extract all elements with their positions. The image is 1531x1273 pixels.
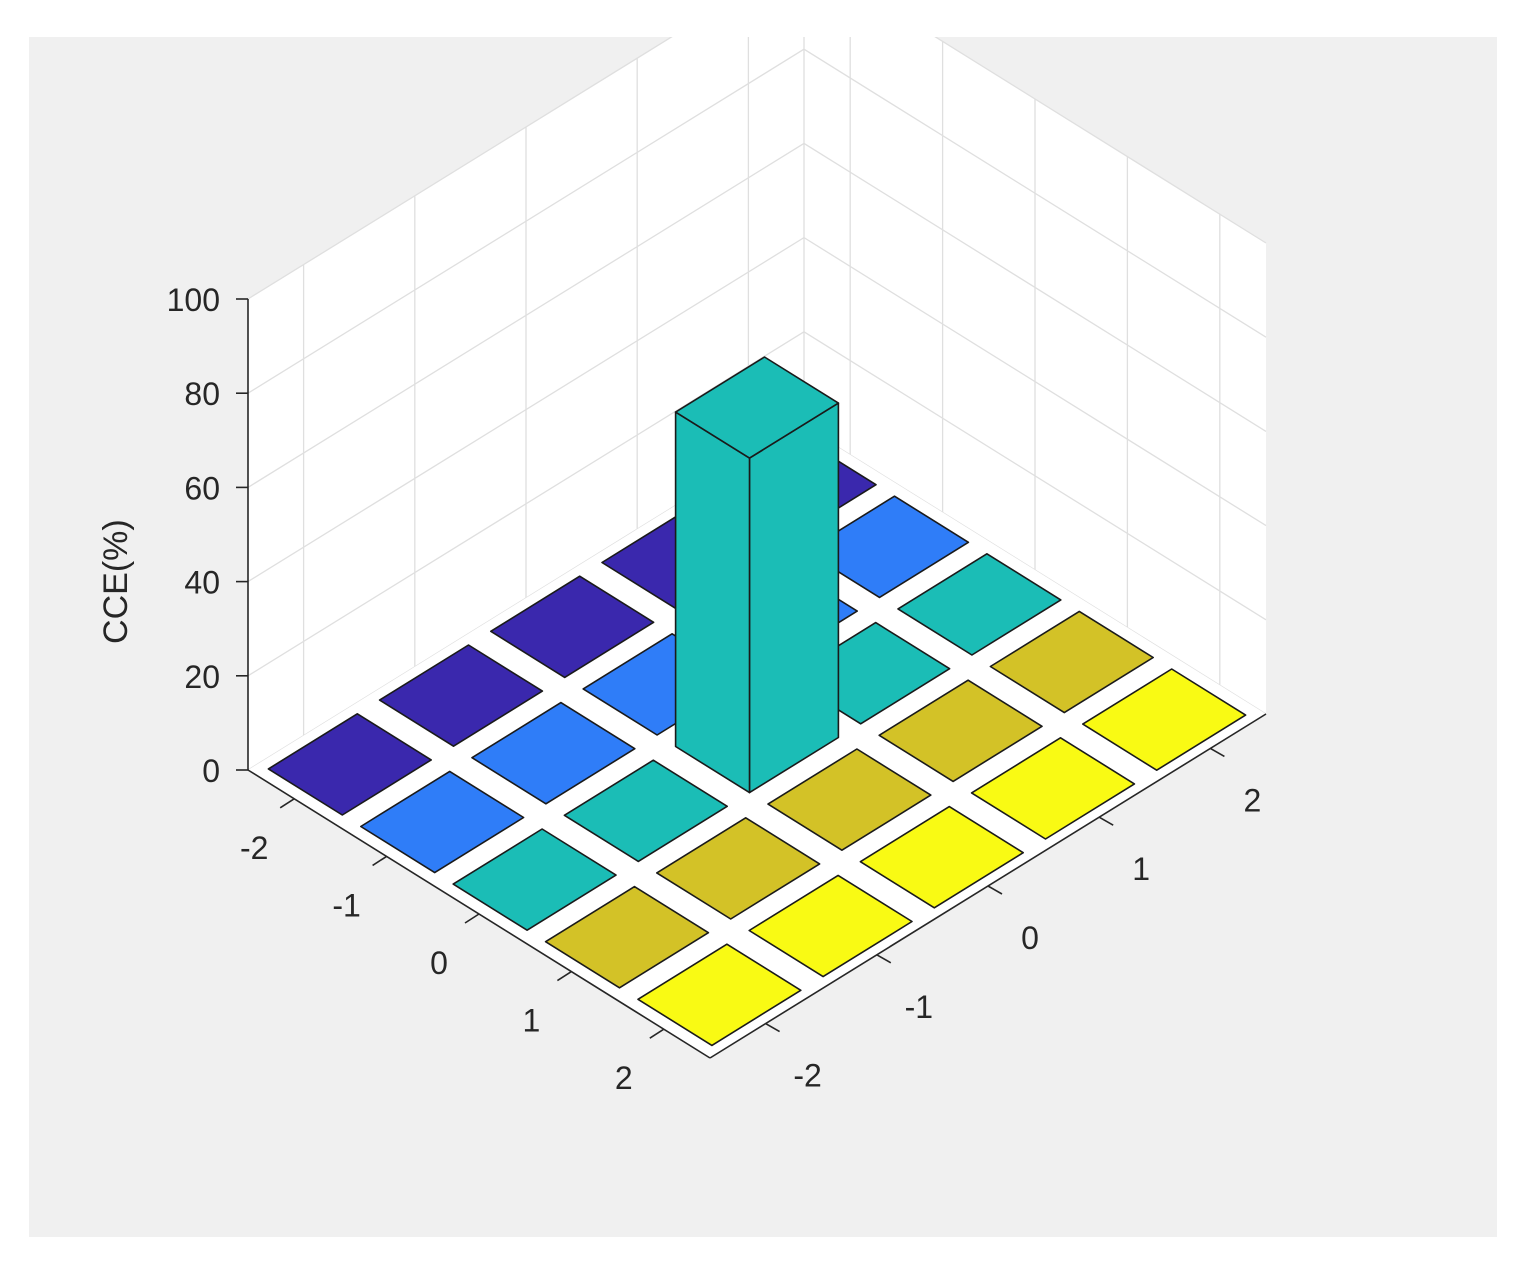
bar--1--1 xyxy=(471,701,636,805)
x-tick-mark xyxy=(372,855,388,867)
bar3d-chart: 0 20 40 60 80 100 -2 -1 0 1 2 -2 -1 0 1 2 CCE(%) xyxy=(97,37,1267,1096)
axis-lines xyxy=(236,298,1267,1059)
y-tick-label: 1 xyxy=(1132,851,1150,887)
bar-top xyxy=(878,679,1043,783)
bar-top xyxy=(897,552,1062,656)
bar-top xyxy=(674,356,840,459)
bars xyxy=(267,356,1247,1047)
y-tick-mark xyxy=(1098,816,1114,826)
bar-1-2 xyxy=(989,610,1154,714)
bar-2--2 xyxy=(637,943,802,1047)
bar-top xyxy=(489,575,655,679)
bar-side-front-right xyxy=(748,402,840,794)
z-tick-label: 60 xyxy=(184,470,220,506)
bar-top xyxy=(378,644,544,748)
x-tick-label: -1 xyxy=(332,887,360,923)
bar--2-0 xyxy=(489,575,655,679)
bar-1-1 xyxy=(878,679,1043,783)
y-tick-label: 0 xyxy=(1021,920,1039,956)
x-tick-label: 2 xyxy=(615,1060,633,1096)
z-tick-label: 100 xyxy=(167,282,220,318)
y-tick-mark xyxy=(987,885,1003,895)
bar-top xyxy=(544,885,710,989)
y-tick-label: -1 xyxy=(905,989,933,1025)
bar-0--2 xyxy=(452,828,617,932)
z-axis-label: CCE(%) xyxy=(97,519,135,644)
z-tick-label: 40 xyxy=(184,565,220,601)
bar--2--1 xyxy=(378,644,544,748)
bar-2-0 xyxy=(859,805,1025,909)
y-tick-label: -2 xyxy=(793,1058,821,1094)
bar-top xyxy=(767,748,932,852)
bar--1-2 xyxy=(804,495,970,599)
bar-2-1 xyxy=(970,736,1136,840)
y-tick-mark xyxy=(876,954,892,964)
bar-1--2 xyxy=(544,885,710,989)
bar--1--2 xyxy=(359,770,525,874)
bar-top xyxy=(359,770,525,874)
bar-top xyxy=(804,495,970,599)
x-tick-mark xyxy=(464,913,480,924)
bar-top xyxy=(748,874,913,978)
bar-top xyxy=(267,712,433,816)
z-tick-label: 0 xyxy=(202,753,220,789)
bar-2--1 xyxy=(748,874,913,978)
bar-top xyxy=(637,943,802,1047)
x-tick-label: -2 xyxy=(240,830,268,866)
bar-1-0 xyxy=(767,748,932,852)
bar-top xyxy=(970,736,1136,840)
figure-panel: 0 20 40 60 80 100 -2 -1 0 1 2 -2 -1 0 1 2 CCE(%) xyxy=(29,37,1497,1237)
z-tick-label: 20 xyxy=(184,659,220,695)
bar-top xyxy=(563,759,729,863)
bar-1--1 xyxy=(655,816,821,920)
bar-0--1 xyxy=(563,759,729,863)
bar-top xyxy=(471,701,636,805)
bar--2--2 xyxy=(267,712,433,816)
x-tick-label: 1 xyxy=(523,1003,541,1039)
bar-2-2 xyxy=(1082,668,1247,772)
y-tick-mark xyxy=(765,1022,780,1033)
bar-top xyxy=(452,828,617,932)
y-tick-mark xyxy=(1210,747,1225,758)
z-gridline xyxy=(247,37,1267,300)
y-tick-label: 2 xyxy=(1244,782,1262,818)
bar-top xyxy=(989,610,1154,714)
bar-side-front-left xyxy=(674,411,751,794)
x-tick-mark xyxy=(279,798,295,809)
z-tick-label: 80 xyxy=(184,376,220,412)
bar-0-0 xyxy=(674,356,840,794)
x-tick-mark xyxy=(649,1028,665,1039)
bar-top xyxy=(859,805,1025,909)
x-tick-label: 0 xyxy=(430,945,448,981)
bar-0-2 xyxy=(897,552,1062,656)
x-tick-mark xyxy=(556,970,572,982)
bar-top xyxy=(655,816,821,920)
bar-top xyxy=(1082,668,1247,772)
tick-labels: 0 20 40 60 80 100 -2 -1 0 1 2 -2 -1 0 1 2 xyxy=(167,282,1262,1096)
